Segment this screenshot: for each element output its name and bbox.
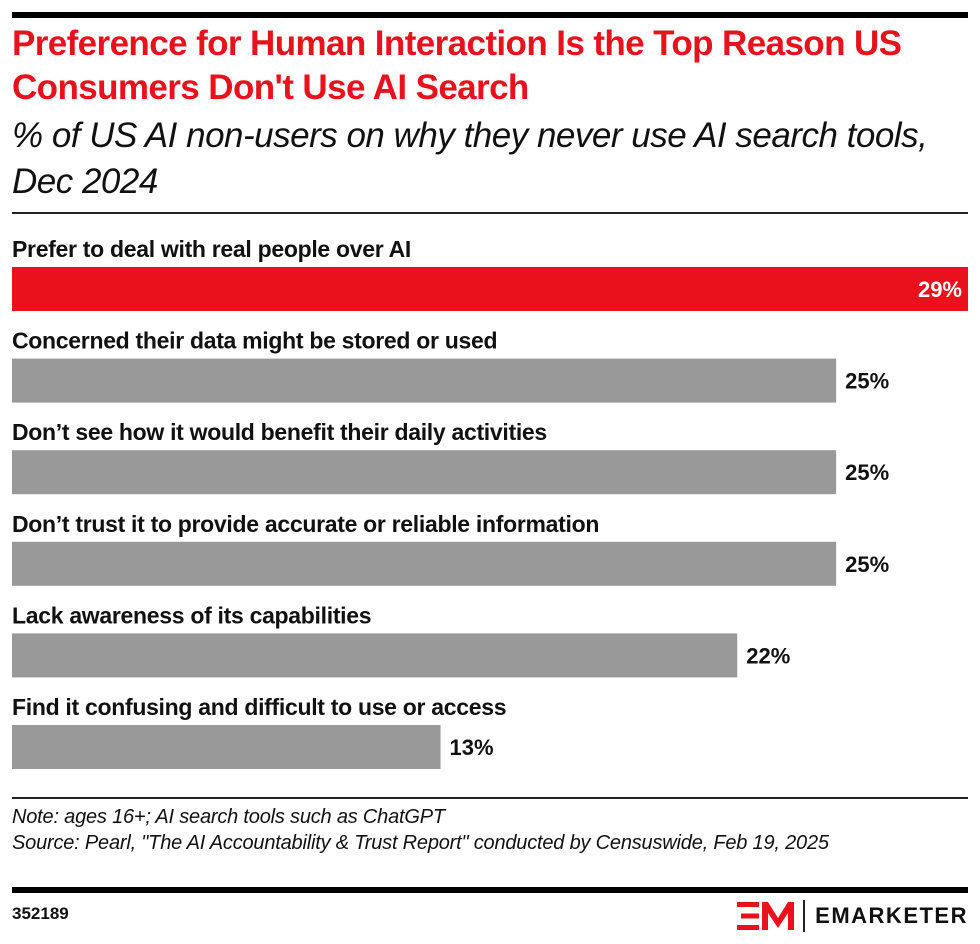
category-label: Concerned their data might be stored or …: [12, 328, 497, 354]
bar: [12, 541, 837, 586]
top-rule: [12, 12, 968, 18]
bar: [12, 725, 441, 769]
value-label: 29%: [918, 277, 962, 302]
brand-logo: EMARKETER: [737, 899, 968, 933]
bar: [12, 450, 837, 495]
brand-separator: [803, 900, 806, 932]
category-label: Lack awareness of its capabilities: [12, 602, 371, 628]
em-logo-icon: [737, 902, 795, 930]
footer-divider: [12, 797, 968, 799]
chart-id: 352189: [12, 904, 69, 923]
bottom-rule: [12, 887, 968, 893]
value-label: 25%: [845, 460, 889, 485]
bar: [12, 358, 837, 403]
category-label: Don’t trust it to provide accurate or re…: [12, 511, 599, 537]
value-label: 25%: [845, 552, 889, 577]
source-text: Source: Pearl, "The AI Accountability & …: [12, 832, 829, 854]
note-text: Note: ages 16+; AI search tools such as …: [12, 806, 445, 828]
footnotes: Note: ages 16+; AI search tools such as …: [12, 804, 968, 856]
value-label: 13%: [450, 735, 494, 760]
header-divider: [12, 212, 968, 214]
chart-subtitle: % of US AI non-users on why they never u…: [12, 116, 928, 201]
value-label: 25%: [845, 369, 889, 394]
bar: [12, 633, 738, 678]
brand-name: EMARKETER: [815, 903, 968, 928]
bar: [12, 267, 968, 311]
value-label: 22%: [746, 643, 790, 668]
category-label: Don’t see how it would benefit their dai…: [12, 419, 547, 445]
category-label: Prefer to deal with real people over AI: [12, 236, 411, 262]
chart-title: Preference for Human Interaction Is the …: [12, 24, 902, 107]
category-label: Find it confusing and difficult to use o…: [12, 694, 506, 720]
